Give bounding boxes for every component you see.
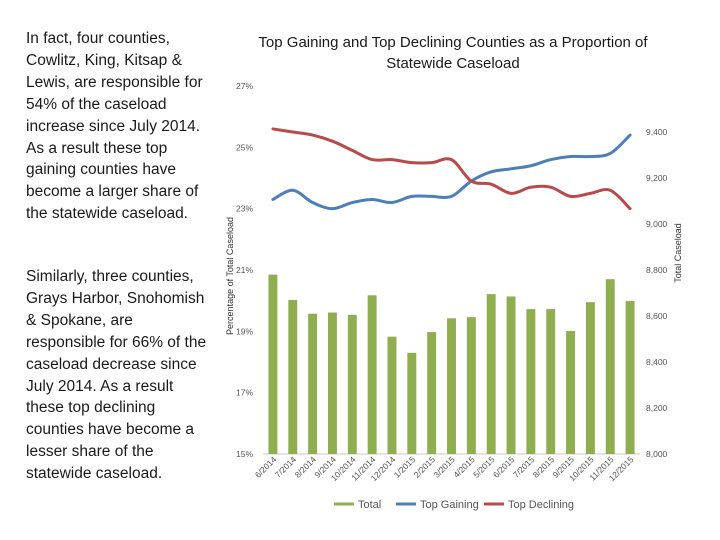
right-tick-label: 8,600 [646,311,668,321]
left-tick-label: 27% [236,81,253,91]
total-bar [367,295,377,454]
right-tick-label: 8,000 [646,449,668,459]
right-tick-label: 8,800 [646,265,668,275]
chart-title: Top Gaining and Top Declining Counties a… [258,34,648,72]
top-declining-line [271,127,632,211]
left-tick-label: 19% [236,326,253,336]
total-bar [566,330,576,454]
intro-paragraph-declining: Similarly, three counties, Grays Harbor,… [26,268,207,483]
left-tick-label: 17% [236,388,253,398]
total-bar [486,294,496,454]
total-bar [387,336,397,454]
intro-paragraph-gaining: In fact, four counties, Cowlitz, King, K… [26,30,203,223]
left-tick-label: 23% [236,204,253,214]
right-tick-label: 9,200 [646,173,668,183]
right-tick-label: 8,400 [646,357,668,367]
legend-top-gaining-label: Top Gaining [420,499,479,511]
total-bar [347,314,357,454]
total-bar [585,302,595,454]
total-bar [427,332,437,454]
total-bar [447,318,456,454]
total-bar [327,312,337,454]
top-gaining-line [271,133,632,211]
right-tick-label: 8,200 [646,403,668,413]
left-tick-label: 25% [236,142,253,152]
left-tick-label: 21% [236,265,253,275]
total-bar [625,301,635,454]
total-bar [407,352,417,454]
total-bar [506,296,516,454]
total-bar [268,274,278,454]
total-bar [288,299,298,454]
right-axis-label: Total Caseload [673,223,683,283]
right-tick-label: 9,000 [646,219,668,229]
total-bar [526,309,536,454]
left-tick-label: 15% [236,449,253,459]
total-bar [466,317,476,454]
total-bar [308,313,318,454]
legend-top-declining-label: Top Declining [508,499,574,511]
total-bar [546,309,556,454]
legend-total-label: Total [358,499,381,511]
total-bar [605,279,615,454]
right-tick-label: 9,400 [646,127,668,137]
left-axis-label: Percentage of Total Caseload [225,217,235,335]
